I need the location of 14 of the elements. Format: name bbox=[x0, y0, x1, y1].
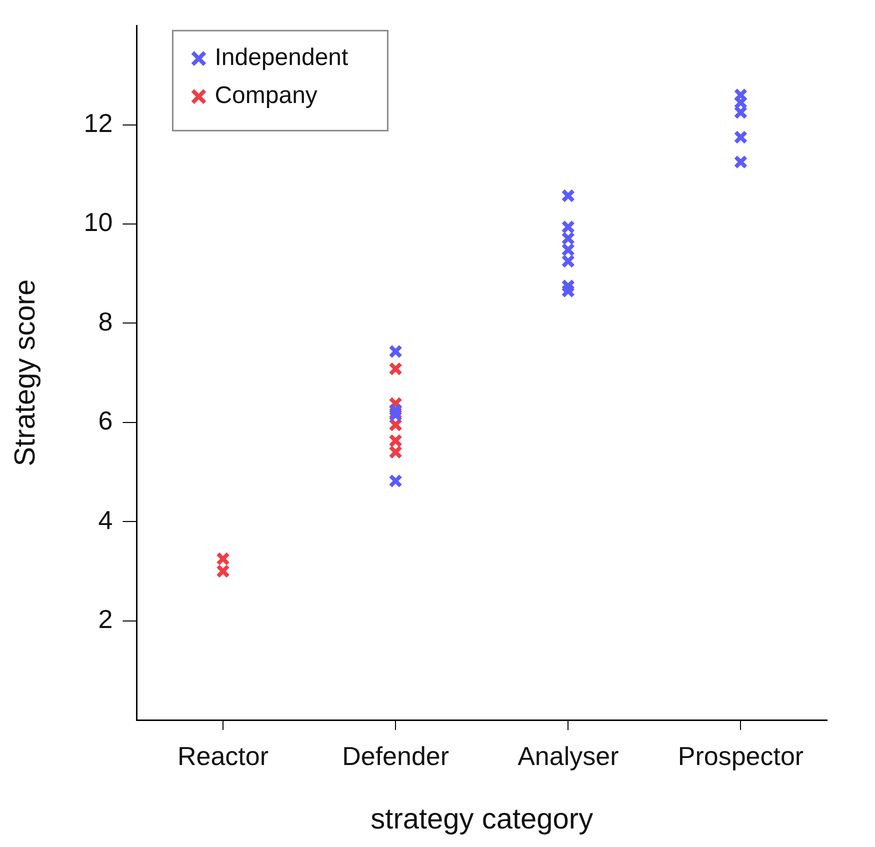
legend-label: Company bbox=[214, 82, 318, 110]
y-tick-label: 4 bbox=[98, 504, 113, 535]
y-axis-title: Strategy score bbox=[9, 279, 42, 466]
y-tick-label: 8 bbox=[98, 306, 113, 336]
x-tick-label: Prospector bbox=[678, 740, 804, 771]
x-tick-label: Reactor bbox=[177, 740, 269, 771]
y-tick-label: 2 bbox=[98, 604, 113, 634]
y-tick-label: 6 bbox=[98, 406, 113, 436]
y-tick-label: 12 bbox=[84, 108, 113, 138]
legend-label: Independent bbox=[214, 44, 349, 72]
x-tick-label: Defender bbox=[342, 740, 450, 771]
x-tick-label: Analyser bbox=[518, 740, 620, 771]
x-axis-title: strategy category bbox=[370, 804, 594, 836]
y-tick-label: 10 bbox=[84, 207, 113, 238]
